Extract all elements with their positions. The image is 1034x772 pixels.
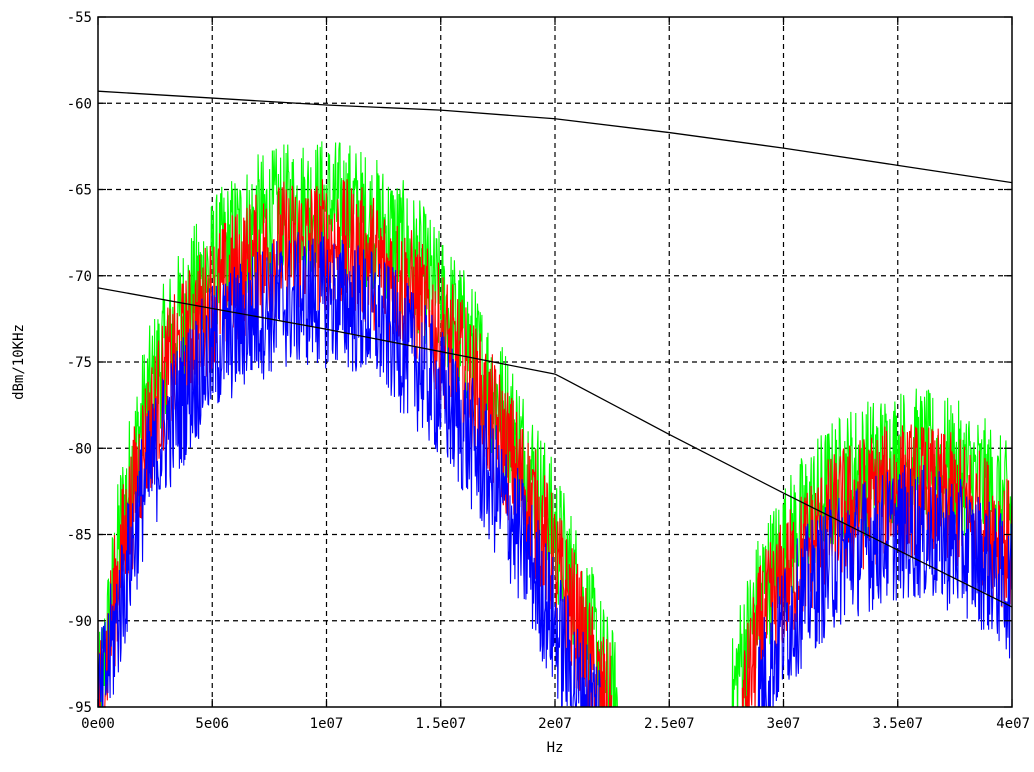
x-tick-label: 1e07 (310, 716, 344, 732)
y-tick-label: -70 (67, 269, 92, 285)
y-tick-label: -75 (67, 355, 92, 371)
y-tick-label: -55 (67, 10, 92, 26)
y-tick-label: -85 (67, 528, 92, 544)
mask-line-3 (98, 90, 1012, 184)
x-tick-label: 1.5e07 (415, 716, 466, 732)
chart-tick-labels: 0e00 5e06 1e07 1.5e07 2e07 2.5e07 3e07 3.5e07 4e… (67, 10, 1030, 732)
y-tick-label: -90 (67, 614, 92, 630)
chart-ticks (97, 16, 1013, 708)
x-tick-label: 4e07 (996, 716, 1030, 732)
spectrum-series-1 (98, 179, 1012, 707)
y-tick-label: -60 (67, 96, 92, 112)
y-tick-label: -80 (67, 441, 92, 457)
y-tick-label: -65 (67, 183, 92, 199)
x-tick-label: 5e06 (195, 716, 229, 732)
x-tick-label: 0e00 (81, 716, 115, 732)
x-axis-title: Hz (547, 740, 564, 756)
mask-line-4 (98, 287, 1012, 608)
x-tick-label: 3.5e07 (872, 716, 923, 732)
y-axis-title: dBm/10KHz (11, 324, 27, 400)
chart-series-group (98, 90, 1012, 707)
x-tick-label: 2.5e07 (644, 716, 695, 732)
y-tick-label: -95 (67, 700, 92, 716)
x-tick-label: 2e07 (538, 716, 572, 732)
spectrum-series-2 (98, 231, 1012, 707)
x-tick-label: 3e07 (767, 716, 801, 732)
